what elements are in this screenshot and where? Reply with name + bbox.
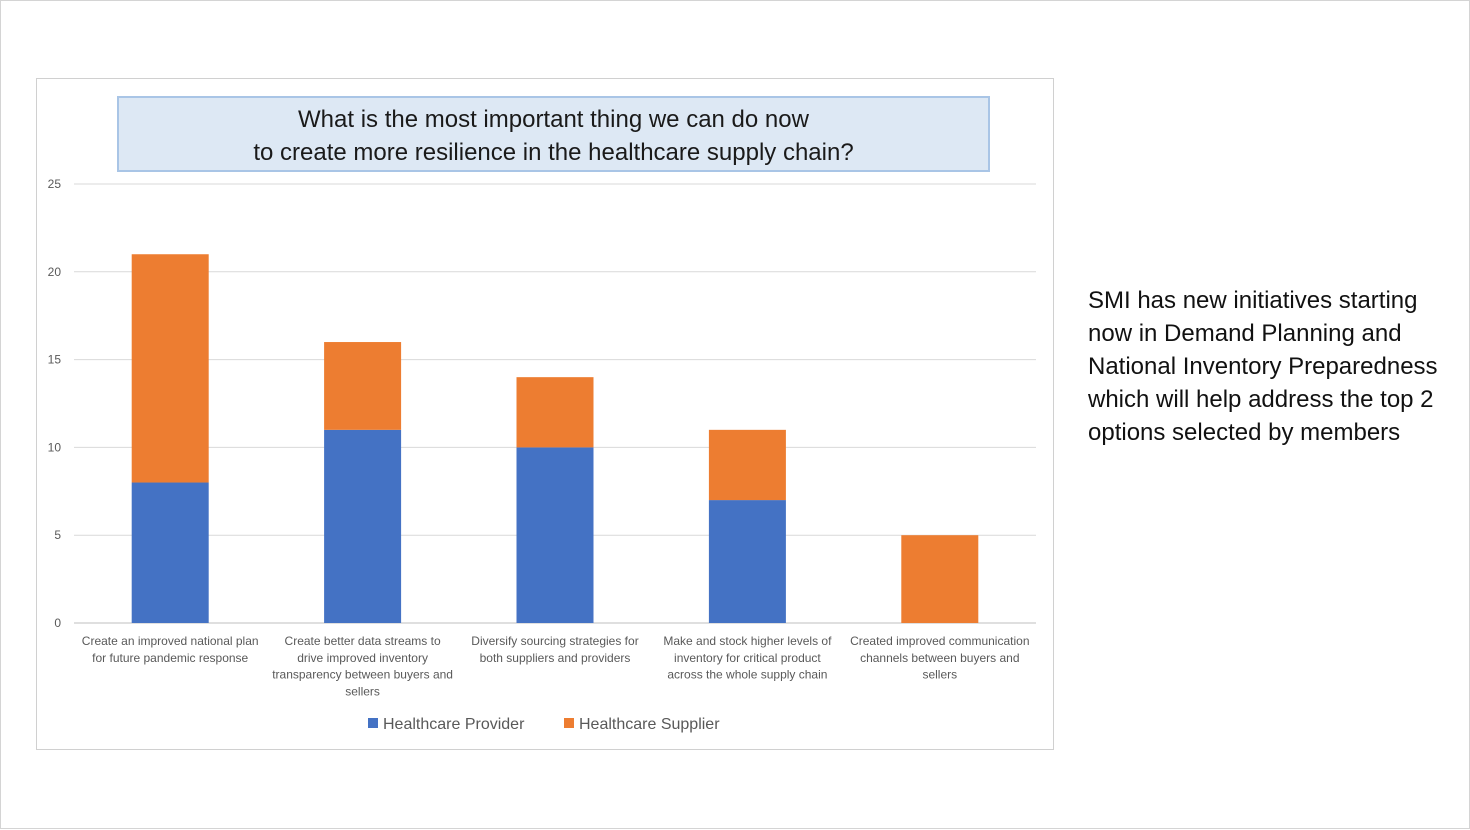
chart-title-box: What is the most important thing we can …	[117, 96, 990, 172]
chart-title-line-2: to create more resilience in the healthc…	[253, 139, 854, 166]
bar-supplier	[516, 377, 594, 448]
side-note-text: SMI has new initiatives starting now in …	[1088, 287, 1438, 446]
x-tick-label-line: sellers	[345, 684, 380, 698]
y-tick-label: 15	[48, 353, 62, 367]
legend: Healthcare Provider Healthcare Supplier	[368, 716, 720, 733]
y-tick-label: 20	[48, 265, 62, 279]
legend-swatch	[368, 718, 378, 728]
bar-supplier	[324, 342, 402, 430]
bar-provider	[131, 482, 209, 623]
x-tick-label-line: Diversify sourcing strategies for	[471, 634, 638, 648]
legend-label: Healthcare Supplier	[579, 716, 720, 733]
x-tick-label-line: both suppliers and providers	[480, 651, 631, 665]
legend-label: Healthcare Provider	[383, 716, 525, 733]
legend-swatch	[564, 718, 574, 728]
bars	[131, 254, 979, 623]
y-tick-label: 0	[54, 616, 61, 630]
x-tick-label-line: Create an improved national plan	[82, 634, 259, 648]
x-tick-label: Make and stock higher levels of inventory…	[663, 634, 832, 682]
x-tick-label-line: for future pandemic response	[92, 651, 248, 665]
x-tick-label-line: sellers	[922, 668, 957, 682]
y-tick-label: 10	[48, 440, 62, 454]
y-tick-labels: 0 5 10 15 20 25	[48, 177, 62, 630]
x-tick-labels: Create an improved national plan for futu…	[82, 634, 1030, 698]
x-tick-label-line: Create better data streams to	[285, 634, 441, 648]
x-tick-label-line: inventory for critical product	[674, 651, 821, 665]
chart-title-line-1: What is the most important thing we can …	[298, 106, 809, 133]
x-tick-label: Created improved communication channels b…	[850, 634, 1029, 682]
bar-provider	[324, 429, 402, 623]
x-tick-label-line: drive improved inventory	[297, 651, 428, 665]
y-tick-label: 25	[48, 177, 62, 191]
bar-supplier	[901, 535, 979, 623]
gridlines	[74, 183, 1036, 624]
x-tick-label-line: transparency between buyers and	[272, 668, 453, 682]
x-tick-label-line: across the whole supply chain	[667, 668, 827, 682]
bar-supplier	[708, 429, 786, 501]
x-tick-label-line: Make and stock higher levels of	[663, 634, 832, 648]
bar-provider	[708, 500, 786, 623]
bar-supplier	[131, 254, 209, 483]
x-tick-label: Create better data streams to drive impro…	[272, 634, 453, 698]
x-tick-label-line: channels between buyers and	[860, 651, 1019, 665]
bar-provider	[516, 447, 594, 623]
x-tick-label-line: Created improved communication	[850, 634, 1029, 648]
x-tick-label: Create an improved national plan for futu…	[82, 634, 259, 665]
y-tick-label: 5	[54, 528, 61, 542]
x-tick-label: Diversify sourcing strategies for both su…	[471, 634, 638, 665]
